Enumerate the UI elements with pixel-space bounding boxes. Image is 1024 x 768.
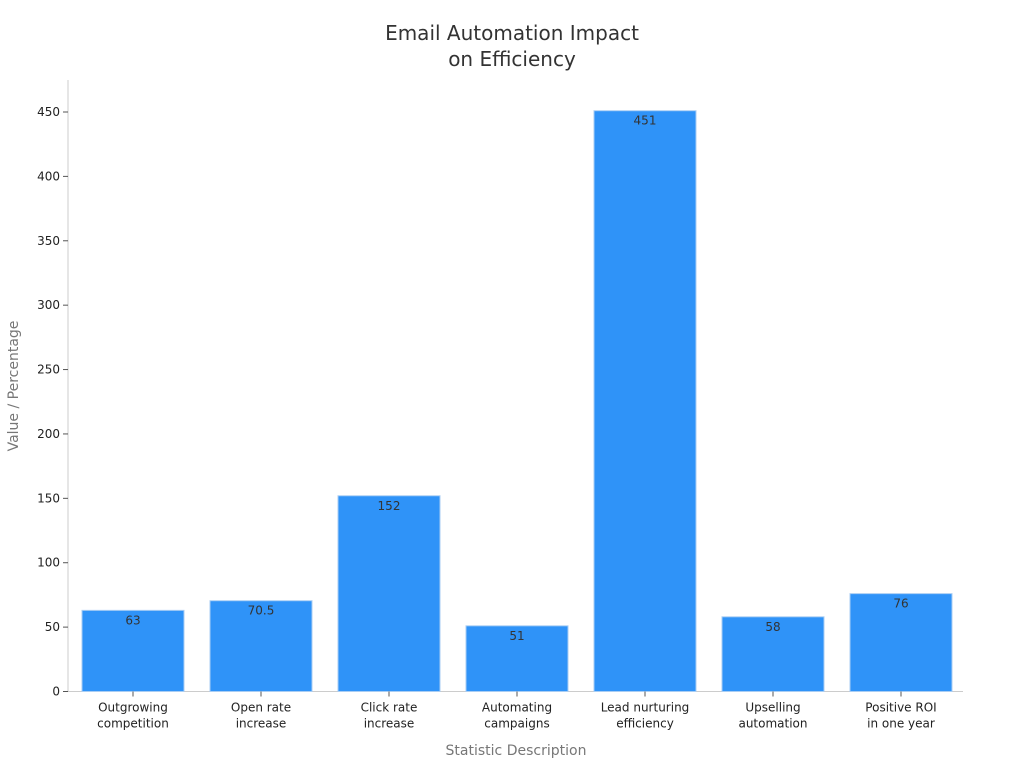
data-label: 451 — [634, 114, 657, 128]
chart-title-line-1: Email Automation Impact — [385, 21, 639, 45]
x-tick-label-line: Open rate — [231, 701, 291, 715]
x-tick-label-line: Positive ROI — [865, 701, 936, 715]
bar — [721, 616, 825, 693]
x-tick-label-line: Click rate — [361, 701, 418, 715]
x-tick-label: Positive ROI in one year — [865, 701, 936, 731]
bar — [209, 600, 313, 692]
bar — [337, 495, 441, 692]
x-tick-label: Automating campaigns — [482, 701, 552, 731]
x-tick-label: Lead nurturing efficiency — [601, 701, 690, 731]
y-tick-label: 300 — [37, 298, 60, 312]
y-tick-label: 100 — [37, 556, 60, 570]
x-tick-label-line: automation — [738, 717, 807, 731]
data-label: 58 — [765, 620, 780, 634]
data-label: 152 — [378, 499, 401, 513]
y-tick-label: 250 — [37, 363, 60, 377]
y-tick-label: 350 — [37, 234, 60, 248]
x-tick-label-line: Automating — [482, 701, 552, 715]
y-tick-label: 200 — [37, 427, 60, 441]
y-tick-label: 400 — [37, 169, 60, 183]
x-tick-label-line: increase — [236, 717, 287, 731]
x-tick-label-line: in one year — [867, 717, 935, 731]
plot-area: 0 50 100 150 200 250 300 350 400 450 63 Outgrowing c… — [37, 80, 963, 731]
data-label: 70.5 — [248, 604, 275, 618]
x-tick-label-line: campaigns — [484, 717, 549, 731]
x-tick-label-line: competition — [97, 717, 169, 731]
x-axis-title: Statistic Description — [446, 743, 587, 759]
y-axis-title: Value / Percentage — [6, 321, 22, 452]
bar — [465, 625, 569, 692]
x-tick-label: Click rate increase — [361, 701, 418, 731]
y-tick-label: 0 — [52, 685, 60, 699]
bar — [593, 110, 697, 692]
data-label: 51 — [509, 629, 524, 643]
x-tick-label-line: increase — [364, 717, 415, 731]
x-tick-label-line: efficiency — [616, 717, 674, 731]
x-tick-label: Open rate increase — [231, 701, 291, 731]
data-label: 76 — [893, 597, 908, 611]
x-tick-label-line: Outgrowing — [98, 701, 168, 715]
data-label: 63 — [125, 613, 140, 627]
x-tick-label-line: Lead nurturing — [601, 701, 690, 715]
y-tick-label: 50 — [45, 620, 60, 634]
x-tick-label-line: Upselling — [745, 701, 800, 715]
x-tick-label: Upselling automation — [738, 701, 807, 731]
chart-title: Email Automation Impact on Efficiency — [385, 21, 639, 71]
chart-title-line-2: on Efficiency — [448, 47, 576, 71]
y-tick-label: 450 — [37, 105, 60, 119]
y-tick-label: 150 — [37, 491, 60, 505]
x-tick-label: Outgrowing competition — [97, 701, 169, 731]
bar — [849, 593, 953, 693]
bar — [81, 609, 185, 692]
